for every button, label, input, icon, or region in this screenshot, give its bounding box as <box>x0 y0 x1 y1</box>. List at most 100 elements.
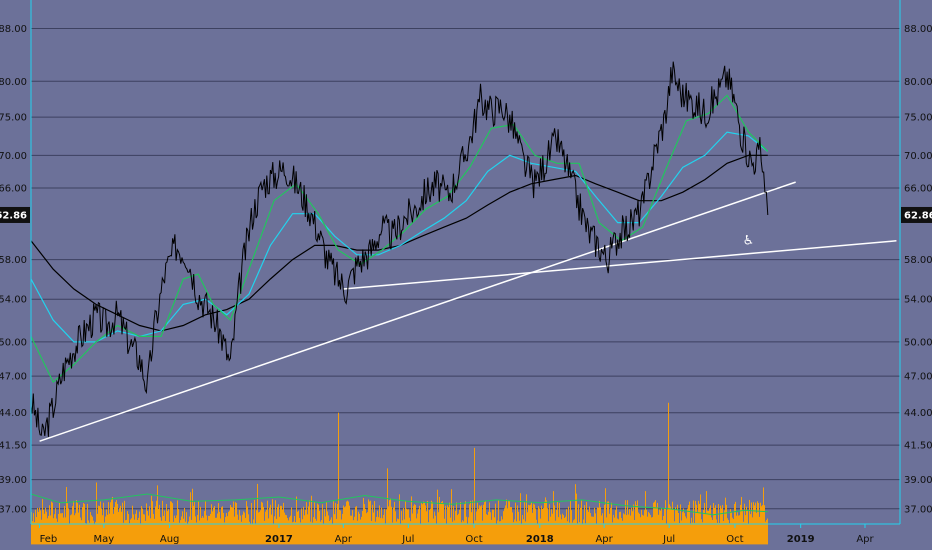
volume-bar <box>480 506 481 545</box>
y-tick-label-right: 80.00 <box>904 77 932 88</box>
volume-bar <box>623 513 624 545</box>
volume-bar <box>712 520 713 545</box>
volume-bar <box>436 523 437 545</box>
volume-bar <box>308 506 309 545</box>
volume-bar <box>321 520 322 545</box>
y-tick-label-right: 50.00 <box>904 337 932 348</box>
volume-bar <box>557 501 558 545</box>
volume-bar <box>493 509 494 545</box>
volume-bar <box>259 511 260 545</box>
volume-bar <box>692 522 693 545</box>
volume-bar <box>206 515 207 545</box>
volume-bar <box>388 506 389 545</box>
volume-bar <box>391 506 392 545</box>
volume-bar <box>315 518 316 545</box>
x-tick-label: Aug <box>160 534 180 545</box>
volume-bar <box>231 506 232 545</box>
volume-bar <box>588 511 589 545</box>
volume-bar <box>411 496 412 545</box>
volume-bar <box>209 515 210 545</box>
volume-bar <box>65 517 66 545</box>
volume-bar <box>609 513 610 545</box>
volume-bar <box>102 515 103 545</box>
volume-bar <box>465 501 466 545</box>
volume-bar <box>690 523 691 545</box>
volume-bar <box>200 506 201 545</box>
volume-bar <box>155 506 156 545</box>
volume-bar <box>66 486 67 545</box>
axes <box>30 0 901 525</box>
volume-bar <box>154 518 155 545</box>
volume-bar <box>107 514 108 545</box>
volume-bar <box>292 522 293 545</box>
volume-bar <box>696 504 697 545</box>
volume-bar <box>307 514 308 545</box>
volume-bar <box>238 519 239 545</box>
volume-bar <box>48 515 49 545</box>
volume-bar <box>265 511 266 545</box>
volume-bar <box>112 497 113 545</box>
y-tick-label-left: 58.00 <box>0 255 27 266</box>
volume-bar <box>131 518 132 545</box>
volume-bar <box>136 510 137 545</box>
volume-bar <box>92 516 93 545</box>
volume-bar <box>383 514 384 545</box>
volume-bar <box>521 523 522 545</box>
volume-bar <box>658 514 659 545</box>
volume-bar <box>53 518 54 545</box>
volume-bar <box>399 494 400 545</box>
volume-bar <box>191 519 192 545</box>
volume-bar <box>255 523 256 545</box>
volume-bar <box>729 523 730 545</box>
volume-bar <box>632 511 633 545</box>
volume-bar <box>150 518 151 545</box>
volume-bar <box>393 507 394 545</box>
volume-bar <box>723 521 724 545</box>
volume-bar <box>630 515 631 545</box>
volume-bar <box>564 517 565 545</box>
volume-bar <box>625 500 626 545</box>
y-tick-label-right: 39.00 <box>904 475 932 486</box>
volume-bar <box>733 519 734 545</box>
volume-bar <box>467 523 468 545</box>
volume-bar <box>532 512 533 545</box>
volume-bar <box>406 508 407 545</box>
volume-bar <box>36 517 37 545</box>
volume-bar <box>93 520 94 545</box>
marker: ♿ <box>743 234 755 249</box>
volume-bar <box>597 507 598 545</box>
volume-bar <box>222 506 223 545</box>
volume-bar <box>447 505 448 545</box>
volume-bar <box>430 508 431 545</box>
volume-bar <box>628 514 629 545</box>
volume-bar <box>590 513 591 545</box>
x-axis: Feb May Aug 2017 Apr Jul Oct 2018 Apr Jul Oct 2019 A… <box>39 524 875 545</box>
volume-bar <box>284 512 285 545</box>
volume-bar <box>746 506 747 545</box>
price-line <box>30 61 769 437</box>
volume-bar <box>373 512 374 545</box>
volume-bar <box>727 518 728 545</box>
volume-bar <box>299 517 300 545</box>
volume-bar <box>241 521 242 545</box>
volume-bar <box>113 513 114 545</box>
volume-bar <box>671 508 672 545</box>
volume-bar <box>517 505 518 545</box>
volume-bar <box>577 523 578 545</box>
volume-bar <box>396 521 397 545</box>
volume-bar <box>345 506 346 545</box>
volume-bar <box>488 511 489 545</box>
volume-bar <box>114 506 115 545</box>
volume-bar <box>668 402 669 545</box>
y-tick-label-right: 58.00 <box>904 255 932 266</box>
volume-bar <box>452 521 453 545</box>
y-tick-label-left: 44.00 <box>0 408 27 419</box>
y-tick-label-left: 41.50 <box>0 441 27 452</box>
volume-bar <box>250 523 251 545</box>
volume-bar <box>162 500 163 545</box>
volume-bar <box>73 500 74 545</box>
volume-bar <box>287 518 288 545</box>
volume-bar <box>651 517 652 545</box>
volume-bar <box>428 522 429 545</box>
